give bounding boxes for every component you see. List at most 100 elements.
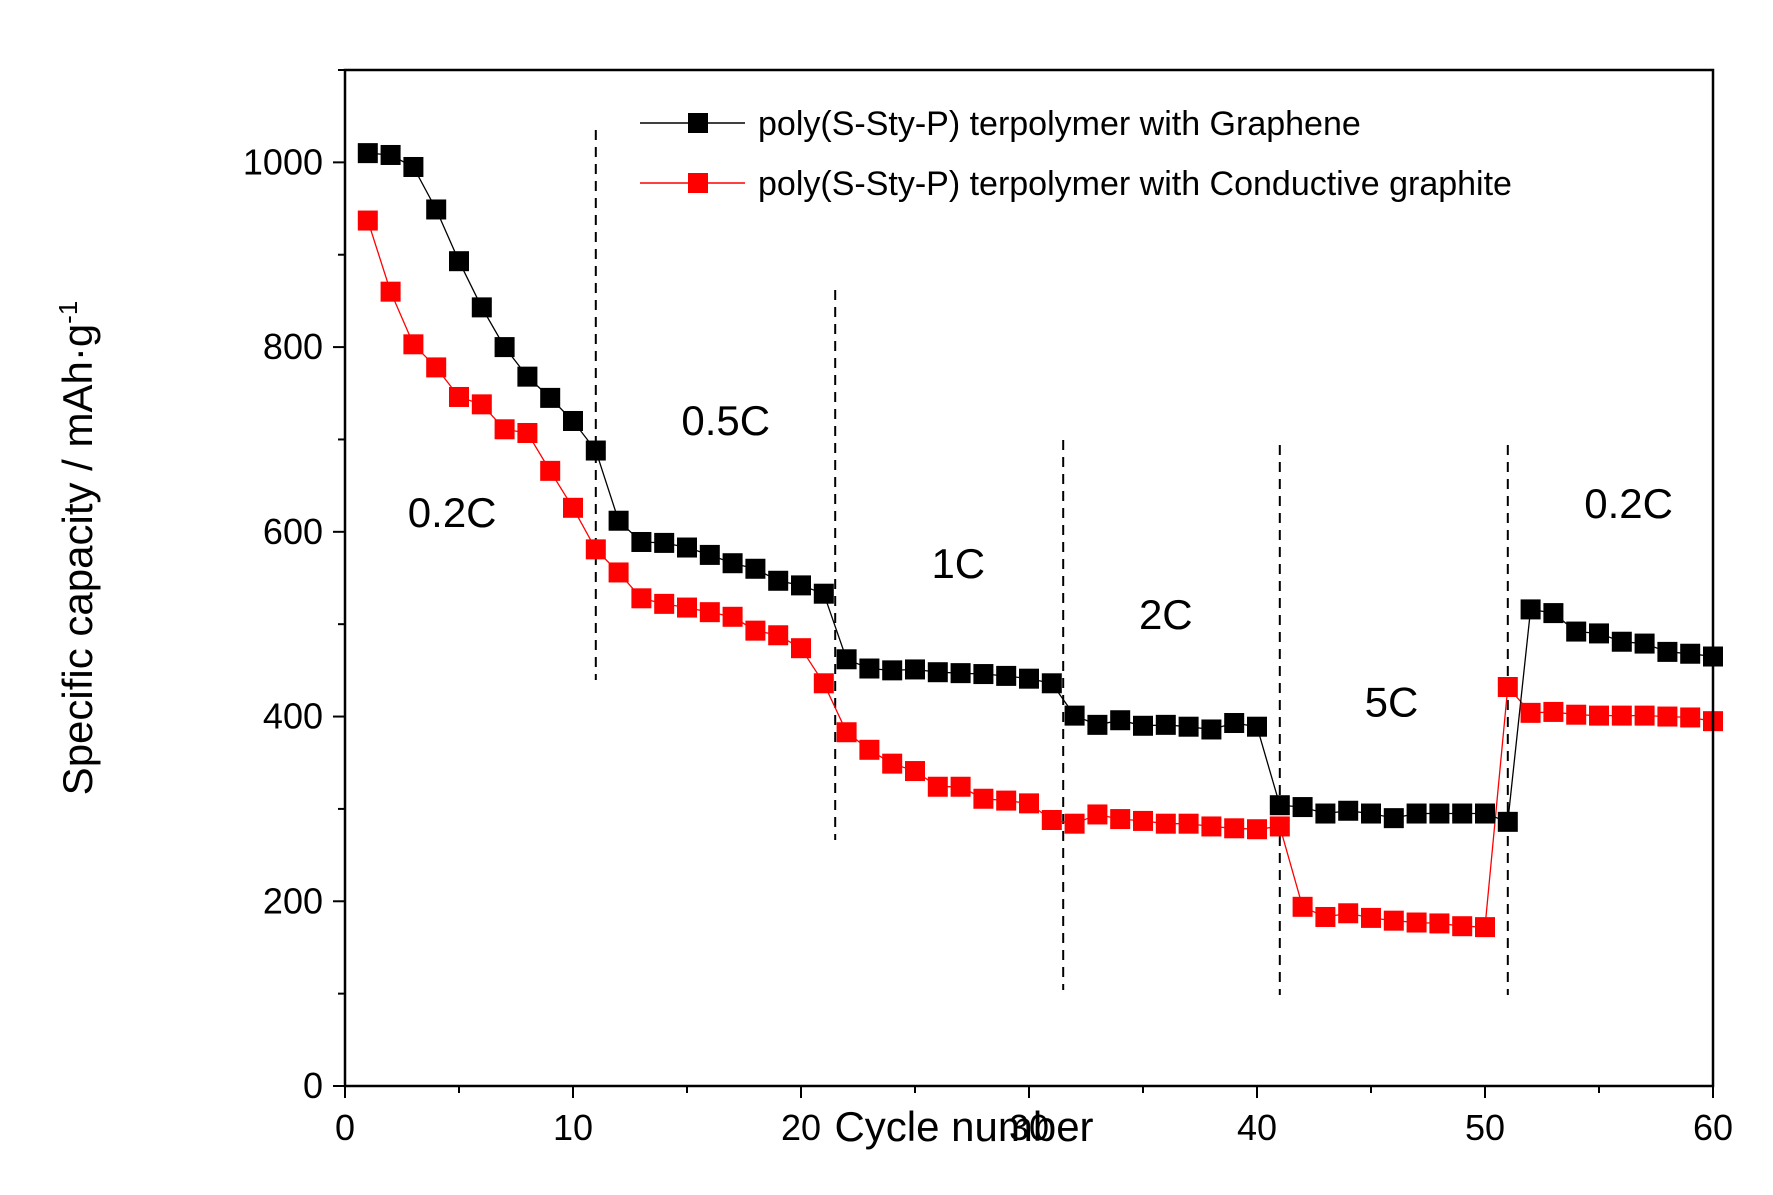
y-tick-label: 0 <box>303 1065 323 1106</box>
data-point-conductive-graphite <box>1247 819 1267 840</box>
data-point-conductive-graphite <box>905 761 925 782</box>
x-tick-label: 10 <box>553 1107 593 1148</box>
y-axis-title-main: Specific capacity / mAh·g <box>54 324 101 796</box>
data-point-conductive-graphite <box>540 460 561 481</box>
series-markers <box>357 143 1723 938</box>
data-point-graphene <box>1178 716 1199 737</box>
data-point-graphene <box>1589 623 1609 644</box>
legend: poly(S-Sty-P) terpolymer with Graphene p… <box>640 105 1512 203</box>
data-point-conductive-graphite <box>1383 910 1404 931</box>
data-point-graphene <box>1406 803 1427 824</box>
data-point-conductive-graphite <box>813 673 834 694</box>
data-point-conductive-graphite <box>973 788 994 809</box>
x-tick-label: 0 <box>335 1107 355 1148</box>
data-point-conductive-graphite <box>996 790 1017 811</box>
data-point-graphene <box>699 544 720 565</box>
data-point-conductive-graphite <box>1680 707 1701 728</box>
data-point-graphene <box>449 251 469 272</box>
y-tick-label: 800 <box>263 326 323 367</box>
data-point-graphene <box>517 366 538 387</box>
data-point-conductive-graphite <box>1041 809 1062 830</box>
c-rate-label: 0.2C <box>408 489 497 536</box>
x-tick-label: 60 <box>1693 1107 1733 1148</box>
data-point-conductive-graphite <box>1497 676 1518 697</box>
data-point-graphene <box>1475 803 1495 824</box>
data-point-conductive-graphite <box>517 422 538 443</box>
data-point-graphene <box>1087 714 1108 735</box>
data-point-graphene <box>950 663 971 684</box>
data-point-graphene <box>608 510 629 531</box>
data-point-graphene <box>791 575 811 596</box>
data-point-conductive-graphite <box>950 776 971 797</box>
data-point-conductive-graphite <box>1133 810 1153 831</box>
data-point-conductive-graphite <box>494 419 515 440</box>
data-point-conductive-graphite <box>1589 705 1609 726</box>
data-point-graphene <box>859 658 880 679</box>
legend-marker-conductive-graphite <box>688 173 708 193</box>
data-point-conductive-graphite <box>585 539 606 560</box>
data-point-graphene <box>1224 713 1245 734</box>
legend-entry-conductive-graphite: poly(S-Sty-P) terpolymer with Conductive… <box>640 165 1512 203</box>
data-point-conductive-graphite <box>654 593 675 614</box>
data-point-graphene <box>540 387 561 408</box>
y-axis-title-superscript: -1 <box>53 301 83 324</box>
data-point-conductive-graphite <box>1634 705 1655 726</box>
data-point-graphene <box>357 143 378 164</box>
data-point-conductive-graphite <box>1543 701 1564 722</box>
data-point-conductive-graphite <box>768 625 789 646</box>
data-point-conductive-graphite <box>791 638 811 659</box>
y-tick-label: 200 <box>263 880 323 921</box>
data-point-graphene <box>1269 795 1290 816</box>
data-point-conductive-graphite <box>677 597 697 618</box>
data-point-graphene <box>1497 811 1518 832</box>
data-point-graphene <box>471 297 492 318</box>
data-point-graphene <box>1133 715 1153 736</box>
x-tick-label: 30 <box>1009 1107 1049 1148</box>
y-axis-title: Specific capacity / mAh·g-1 <box>53 301 101 796</box>
data-point-graphene <box>927 662 948 683</box>
data-point-conductive-graphite <box>882 753 903 774</box>
c-rate-label: 0.5C <box>681 397 770 444</box>
y-axis: 0 200 400 600 800 1000 <box>243 69 345 1106</box>
data-point-conductive-graphite <box>380 281 401 302</box>
data-point-graphene <box>996 665 1017 686</box>
series-lines <box>367 152 1714 928</box>
data-point-graphene <box>1680 643 1701 664</box>
data-point-conductive-graphite <box>631 588 652 609</box>
x-tick-label: 50 <box>1465 1107 1505 1148</box>
x-axis: 0 10 20 30 40 50 60 <box>335 1086 1733 1148</box>
data-point-conductive-graphite <box>1155 813 1176 834</box>
y-tick-label: 1000 <box>243 141 323 182</box>
data-point-conductive-graphite <box>1201 816 1222 837</box>
data-point-graphene <box>1566 621 1587 642</box>
data-point-graphene <box>1201 719 1222 740</box>
data-point-conductive-graphite <box>1338 903 1359 924</box>
data-point-conductive-graphite <box>859 739 880 760</box>
data-point-conductive-graphite <box>1110 809 1131 830</box>
data-point-graphene <box>426 199 447 220</box>
data-point-conductive-graphite <box>426 357 447 378</box>
data-point-conductive-graphite <box>449 386 469 407</box>
plot-frame <box>343 68 1715 1088</box>
data-point-graphene <box>563 410 583 431</box>
data-point-conductive-graphite <box>1452 916 1473 937</box>
data-point-graphene <box>585 440 606 461</box>
data-point-conductive-graphite <box>1475 917 1495 938</box>
data-point-conductive-graphite <box>1269 816 1290 837</box>
data-point-graphene <box>654 532 675 553</box>
data-point-conductive-graphite <box>403 334 424 355</box>
x-tick-label: 20 <box>781 1107 821 1148</box>
data-point-graphene <box>1520 599 1541 620</box>
c-rate-label: 1C <box>931 540 985 587</box>
data-point-graphene <box>1611 631 1632 652</box>
data-point-conductive-graphite <box>1064 813 1085 834</box>
legend-marker-graphene <box>688 113 708 133</box>
data-point-graphene <box>1361 803 1381 824</box>
data-point-graphene <box>1634 633 1655 654</box>
data-point-graphene <box>1383 808 1404 829</box>
data-point-conductive-graphite <box>1520 702 1541 723</box>
data-point-conductive-graphite <box>1019 793 1039 814</box>
data-point-graphene <box>1543 603 1564 624</box>
data-point-conductive-graphite <box>1566 704 1587 725</box>
